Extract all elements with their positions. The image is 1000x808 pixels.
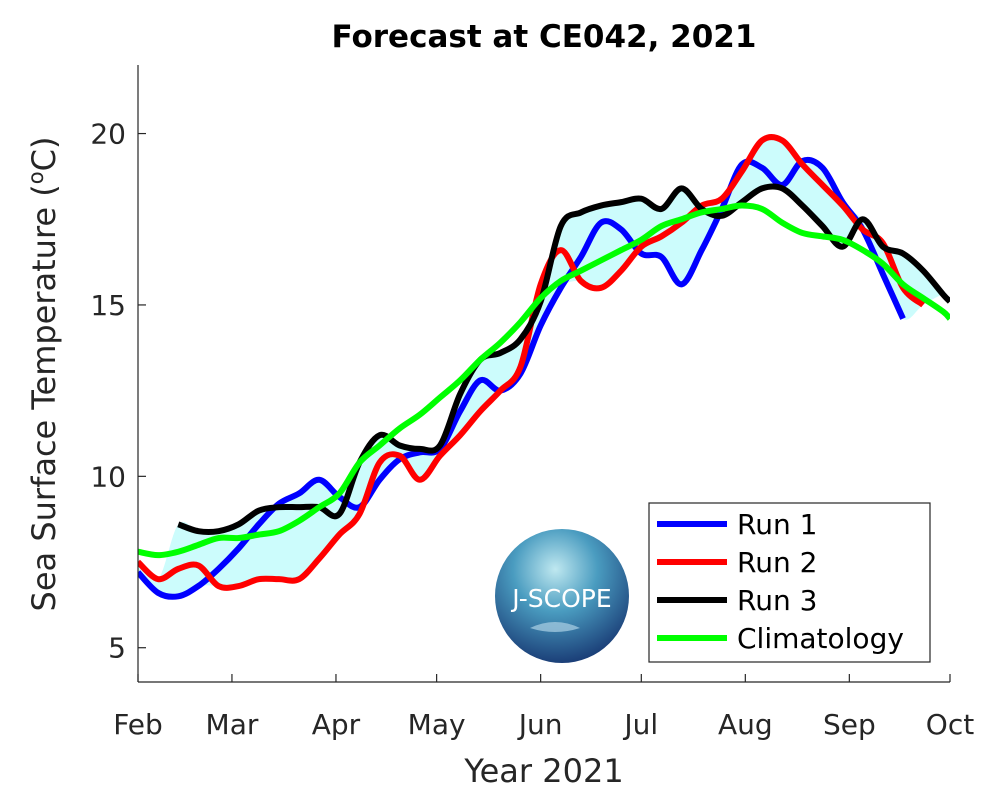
chart-title: Forecast at CE042, 2021 xyxy=(332,19,757,55)
series-line-climatology xyxy=(138,202,950,559)
x-tick-label: Oct xyxy=(926,708,974,741)
legend-label: Run 2 xyxy=(737,546,817,579)
legend-label: Run 3 xyxy=(737,584,817,617)
x-tick-label: Mar xyxy=(206,708,259,741)
jscope-logo: J-SCOPE xyxy=(495,529,629,663)
legend: Run 1 Run 2 Run 3 Climatology xyxy=(648,502,931,663)
legend-label: Run 1 xyxy=(737,508,817,541)
legend-label: Climatology xyxy=(737,622,904,655)
y-tick-label: 10 xyxy=(90,460,126,493)
ensemble-envelope xyxy=(138,137,950,597)
x-tick-label: May xyxy=(408,708,466,741)
y-tick-label: 5 xyxy=(108,632,126,665)
x-tick-label: Apr xyxy=(312,708,361,741)
y-axis-label: Sea Surface Temperature (oC) xyxy=(24,137,63,612)
y-tick-label: 15 xyxy=(90,289,126,322)
y-tick-label: 20 xyxy=(90,118,126,151)
x-tick-label: Feb xyxy=(113,708,163,741)
x-tick-label: Aug xyxy=(718,708,773,741)
x-tick-label: Sep xyxy=(823,708,876,741)
logo-text: J-SCOPE xyxy=(510,584,611,613)
x-tick-label: Jul xyxy=(622,708,658,741)
x-tick-label: Jun xyxy=(517,708,563,741)
x-axis-label: Year 2021 xyxy=(463,752,623,790)
